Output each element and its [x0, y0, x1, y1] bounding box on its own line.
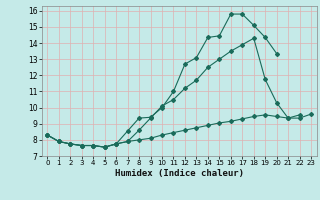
X-axis label: Humidex (Indice chaleur): Humidex (Indice chaleur) [115, 169, 244, 178]
